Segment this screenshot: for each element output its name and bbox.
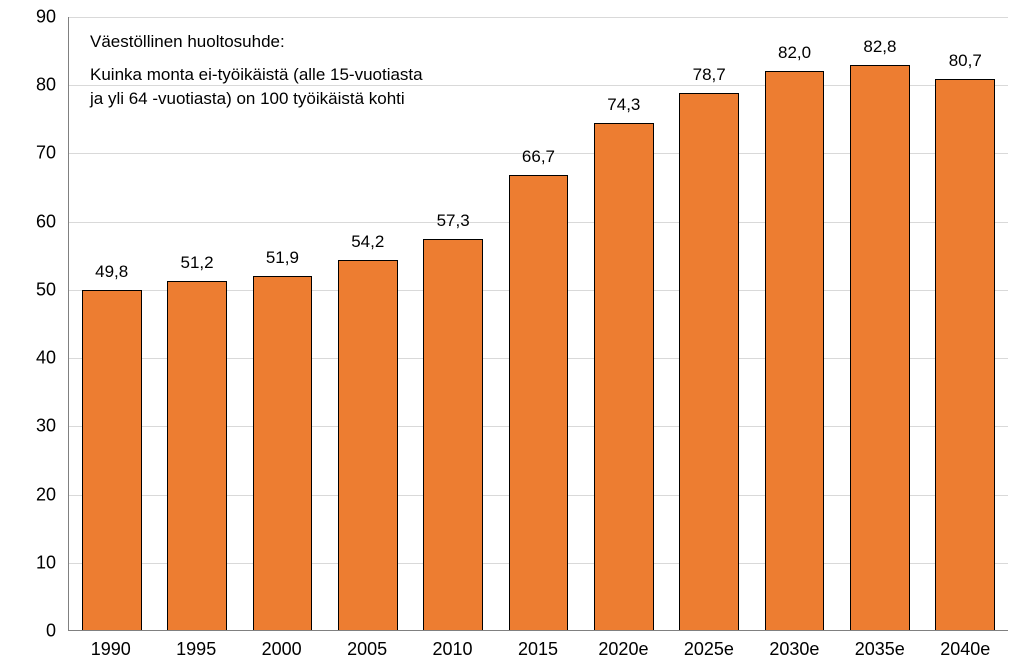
chart-description: Väestöllinen huoltosuhde: Kuinka monta e… [90,30,423,112]
y-tick-label: 10 [0,552,56,573]
bar [82,290,142,630]
bar-slot: 74,3 [581,17,666,630]
y-tick-label: 40 [0,348,56,369]
bar-value-label: 54,2 [325,232,410,252]
y-tick-label: 50 [0,279,56,300]
bar [935,79,995,630]
bar [594,123,654,630]
y-tick-label: 80 [0,75,56,96]
x-tick-label: 2000 [239,639,324,660]
x-tick-label: 2025e [666,639,751,660]
bar [167,281,227,630]
bar-value-label: 49,8 [69,262,154,282]
bar-slot: 78,7 [667,17,752,630]
bar [679,93,739,630]
x-tick-label: 2015 [495,639,580,660]
x-tick-label: 2005 [324,639,409,660]
x-tick-label: 2010 [410,639,495,660]
bar-value-label: 82,8 [837,37,922,57]
bar-slot: 66,7 [496,17,581,630]
x-tick-label: 2030e [752,639,837,660]
bar [509,175,569,630]
bar-value-label: 80,7 [923,51,1008,71]
x-tick-label: 2040e [923,639,1008,660]
bar-slot: 82,8 [837,17,922,630]
x-tick-label: 2035e [837,639,922,660]
bar [253,276,313,630]
y-tick-label: 60 [0,211,56,232]
y-tick-label: 30 [0,416,56,437]
bar [423,239,483,630]
bar-chart: 49,851,251,954,257,3 66,7 74,378,782,082,8… [0,0,1024,669]
y-tick-label: 0 [0,621,56,642]
chart-description-line-3: ja yli 64 -vuotiasta) on 100 työikäistä … [90,87,423,112]
bar-slot: 80,7 [923,17,1008,630]
bar-value-label: 51,2 [154,253,239,273]
bar-value-label: 66,7 [496,147,581,167]
bar-value-label: 78,7 [667,65,752,85]
y-tick-label: 70 [0,143,56,164]
x-tick-label: 2020e [581,639,666,660]
y-tick-label: 90 [0,7,56,28]
y-tick-label: 20 [0,484,56,505]
bar-value-label: 82,0 [752,43,837,63]
x-tick-label: 1990 [68,639,153,660]
bar-slot: 57,3 [410,17,495,630]
chart-description-line-2: Kuinka monta ei-työikäistä (alle 15-vuot… [90,63,423,88]
bar-value-label: 57,3 [410,211,495,231]
bar [850,65,910,630]
bar-slot: 82,0 [752,17,837,630]
bar [765,71,825,630]
bar-value-label: 51,9 [240,248,325,268]
chart-description-line-1: Väestöllinen huoltosuhde: [90,30,423,55]
bar-value-label: 74,3 [581,95,666,115]
bar [338,260,398,630]
x-tick-label: 1995 [153,639,238,660]
